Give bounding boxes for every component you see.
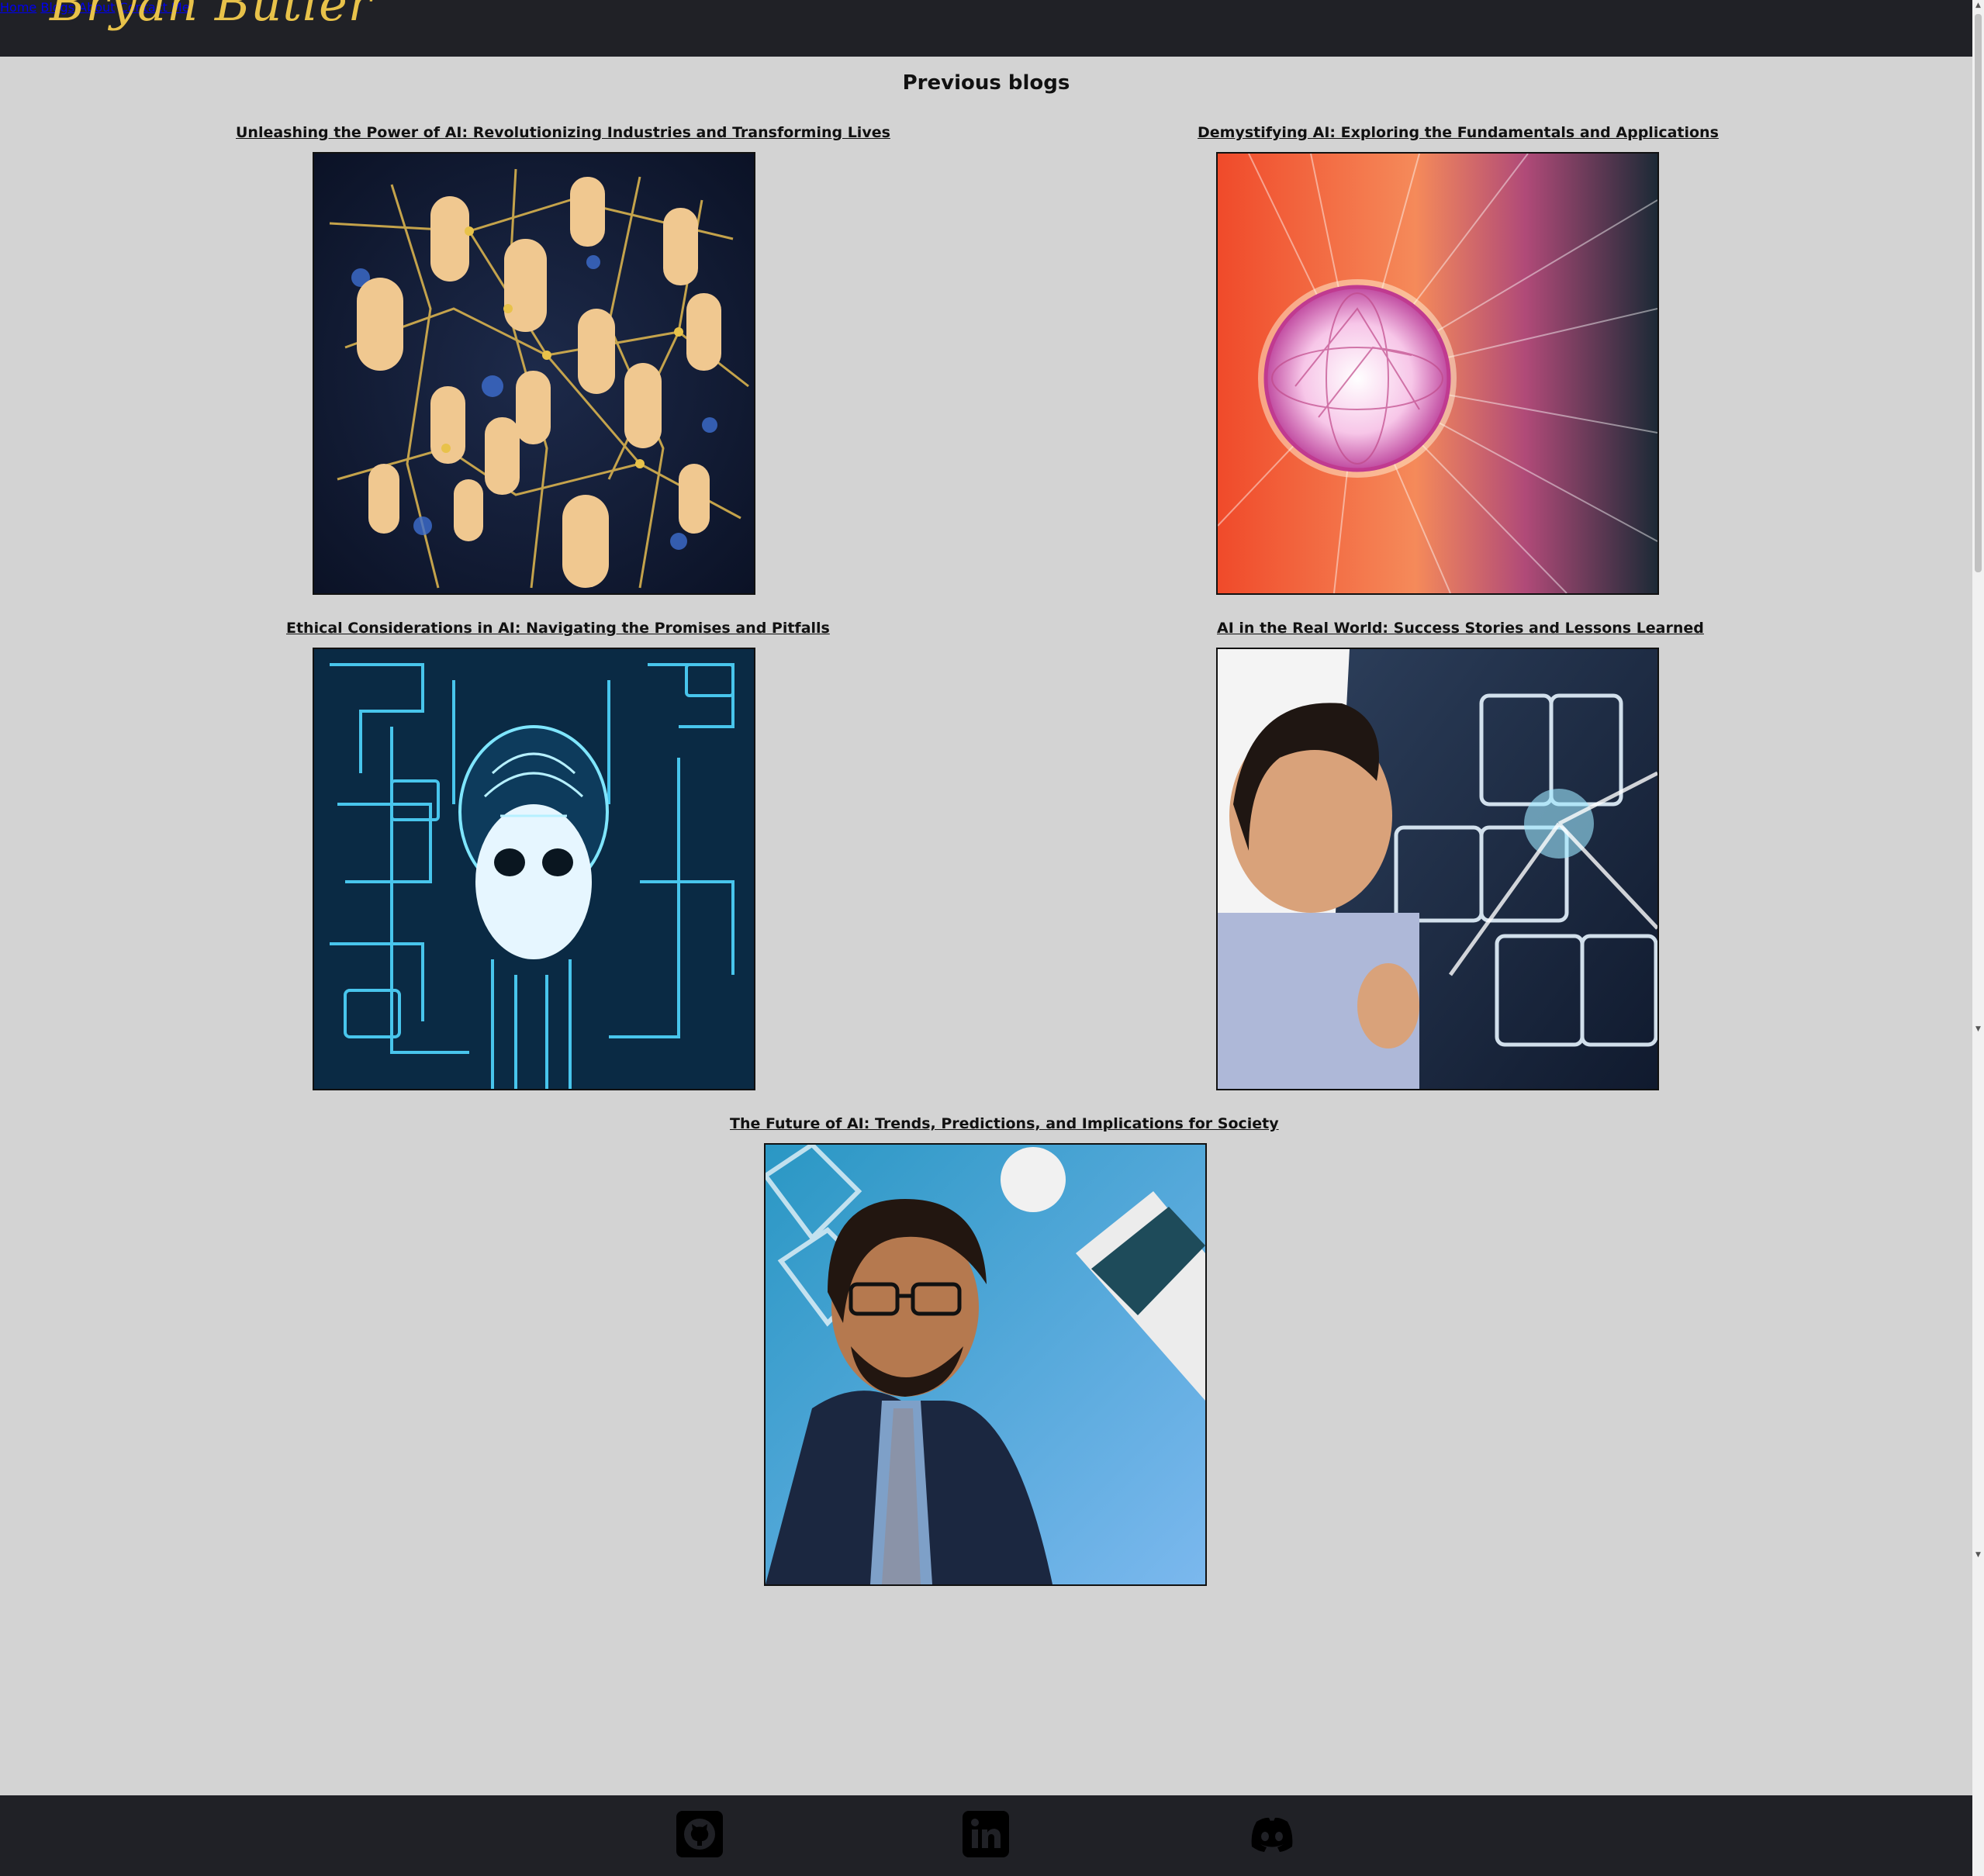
post-title-link[interactable]: Demystifying AI: Exploring the Fundament… bbox=[1198, 124, 1719, 141]
scroll-down-arrow-icon[interactable]: ▼ bbox=[1975, 1551, 1981, 1559]
post-image-child-screen[interactable] bbox=[1216, 648, 1659, 1090]
post-image-speaker[interactable] bbox=[764, 1143, 1207, 1586]
post-image-circuit-face[interactable] bbox=[313, 648, 755, 1090]
page-title: Previous blogs bbox=[902, 71, 1070, 95]
scrollbar-thumb[interactable] bbox=[1975, 14, 1982, 572]
site-logo[interactable]: Bryan Butler bbox=[50, 0, 372, 32]
child-screen-illustration bbox=[1218, 649, 1657, 1089]
nav-home[interactable]: Home bbox=[0, 0, 37, 15]
site-header: Bryan Butler Home Blogs About Contact Me bbox=[0, 0, 1972, 57]
speaker-illustration bbox=[766, 1145, 1205, 1584]
github-icon[interactable] bbox=[676, 1810, 723, 1858]
nav-blogs[interactable]: Blogs bbox=[40, 0, 75, 15]
post-image-sphere[interactable] bbox=[1216, 152, 1659, 595]
nav-about[interactable]: About bbox=[78, 0, 116, 15]
post-title-link[interactable]: AI in the Real World: Success Stories an… bbox=[1217, 620, 1704, 637]
linkedin-icon[interactable] bbox=[963, 1810, 1009, 1858]
scroll-up-arrow-icon[interactable]: ▲ bbox=[1975, 2, 1981, 9]
network-illustration bbox=[314, 154, 754, 593]
post-title-link[interactable]: Ethical Considerations in AI: Navigating… bbox=[286, 620, 830, 637]
page-scrollbar[interactable]: ▲ ▼ ▼ bbox=[1972, 0, 1984, 1876]
scroll-down-arrow-icon[interactable]: ▼ bbox=[1975, 1025, 1981, 1033]
post-image-network[interactable] bbox=[313, 152, 755, 595]
discord-icon[interactable] bbox=[1249, 1810, 1295, 1858]
nav-contact-me[interactable]: Contact Me bbox=[119, 0, 190, 15]
circuit-face-illustration bbox=[314, 649, 754, 1089]
post-title-link[interactable]: Unleashing the Power of AI: Revolutioniz… bbox=[236, 124, 890, 141]
post-title-link[interactable]: The Future of AI: Trends, Predictions, a… bbox=[730, 1115, 1279, 1132]
sphere-illustration bbox=[1218, 154, 1657, 593]
